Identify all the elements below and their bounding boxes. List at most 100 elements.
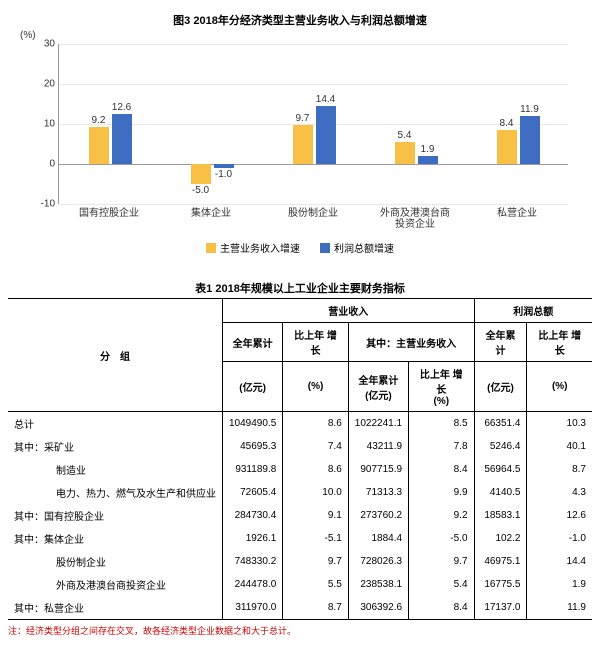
legend: 主营业务收入增速 利润总额增速 [20,240,580,256]
subhdr-yoy-2: 比上年 增长(%) [409,362,474,412]
cell: 238538.1 [348,573,408,596]
legend-item: 主营业务收入增速 [206,240,300,255]
footnote: 注：经济类型分组之间存在交叉，故各经济类型企业数据之和大于总计。 [8,624,592,637]
y-tick: -10 [41,199,59,210]
table-row: 其中：私营企业311970.08.7306392.68.417137.011.9 [8,596,592,620]
legend-item: 利润总额增速 [320,240,394,255]
cell: 8.6 [283,412,348,436]
cell: -5.0 [409,527,474,550]
row-label: 其中：集体企业 [8,527,223,550]
cell: 7.4 [283,435,348,458]
bar-value-label: -1.0 [215,169,232,180]
bar-value-label: 14.4 [316,94,335,105]
cell: 8.4 [409,596,474,620]
bar [89,127,109,164]
legend-swatch [206,243,216,253]
cell: 4.3 [527,481,592,504]
unit-pct-3: (%) [527,362,592,412]
financial-table: 分 组 营业收入 利润总额 全年累计 比上年 增长 其中：主营业务收入 全年累计… [8,298,592,620]
cell: 931189.8 [223,458,283,481]
cell: 43211.9 [348,435,408,458]
cell: 311970.0 [223,596,283,620]
row-label: 电力、热力、燃气及水生产和供应业 [8,481,223,504]
y-unit-label: (%) [20,30,36,41]
y-tick: 0 [49,159,59,170]
cell: 907715.9 [348,458,408,481]
cell: 5.5 [283,573,348,596]
bar-value-label: 8.4 [500,118,514,129]
cell: 9.1 [283,504,348,527]
cell: 306392.6 [348,596,408,620]
cell: 14.4 [527,550,592,573]
cell: 273760.2 [348,504,408,527]
cell: 1884.4 [348,527,408,550]
row-label: 总计 [8,412,223,436]
cell: 18583.1 [474,504,527,527]
cell: 66351.4 [474,412,527,436]
cell: 5246.4 [474,435,527,458]
bar-value-label: 9.2 [92,115,106,126]
plot-area: -1001020309.212.6-5.0-1.09.714.45.41.98.… [58,44,568,204]
table-row: 其中：采矿业45695.37.443211.97.85246.440.1 [8,435,592,458]
row-label: 制造业 [8,458,223,481]
table-title: 表1 2018年规模以上工业企业主要财务指标 [8,280,592,296]
bar [112,114,132,164]
subhdr-acc-2: 全年累计(亿元) [348,362,408,412]
legend-label: 主营业务收入增速 [220,240,300,255]
cell: 8.5 [409,412,474,436]
cell: 8.7 [283,596,348,620]
table-body: 总计1049490.58.61022241.18.566351.410.3其中：… [8,412,592,620]
cell: 4140.5 [474,481,527,504]
cell: 17137.0 [474,596,527,620]
bar-value-label: 1.9 [421,144,435,155]
cell: 244478.0 [223,573,283,596]
cell: 284730.4 [223,504,283,527]
bar [214,164,234,168]
gridline [59,164,568,165]
cell: -5.1 [283,527,348,550]
cell: 10.3 [527,412,592,436]
cell: 9.2 [409,504,474,527]
gridline [59,44,568,45]
cell: 1.9 [527,573,592,596]
bar [316,106,336,164]
table-row: 制造业931189.88.6907715.98.456964.58.7 [8,458,592,481]
bar [497,130,517,164]
row-label: 股份制企业 [8,550,223,573]
cell: 45695.3 [223,435,283,458]
cell: 8.6 [283,458,348,481]
table-row: 股份制企业748330.29.7728026.39.746975.114.4 [8,550,592,573]
colgroup-profit: 利润总额 [474,299,592,323]
bar-value-label: 12.6 [112,102,131,113]
row-label: 其中：国有控股企业 [8,504,223,527]
table-row: 其中：集体企业1926.1-5.11884.4-5.0102.2-1.0 [8,527,592,550]
x-axis-label: 集体企业 [160,208,262,230]
subhdr-yoy-3: 比上年 增长 [527,323,592,362]
cell: 71313.3 [348,481,408,504]
cell: 728026.3 [348,550,408,573]
bar-value-label: 9.7 [296,113,310,124]
cell: 7.8 [409,435,474,458]
bar-value-label: 11.9 [520,104,539,115]
cell: 1926.1 [223,527,283,550]
cell: 16775.5 [474,573,527,596]
cell: 9.9 [409,481,474,504]
bar [395,142,415,164]
subhdr-yoy-1: 比上年 增长 [283,323,348,362]
subhdr-acc-3: 全年累计 [474,323,527,362]
cell: 46975.1 [474,550,527,573]
cell: 748330.2 [223,550,283,573]
bar [520,116,540,164]
cell: 40.1 [527,435,592,458]
colgroup-revenue: 营业收入 [223,299,475,323]
chart-title: 图3 2018年分经济类型主营业务收入与利润总额增速 [8,12,592,28]
bar-chart: (%) -1001020309.212.6-5.0-1.09.714.45.41… [20,30,580,250]
row-label: 其中：私营企业 [8,596,223,620]
y-tick: 30 [44,39,59,50]
x-axis-label: 外商及港澳台商投资企业 [364,208,466,230]
gridline [59,84,568,85]
colgroup-mainrev: 其中：主营业务收入 [348,323,474,362]
legend-label: 利润总额增速 [334,240,394,255]
col-group-label: 分 组 [8,299,223,412]
x-axis-label: 国有控股企业 [58,208,160,230]
